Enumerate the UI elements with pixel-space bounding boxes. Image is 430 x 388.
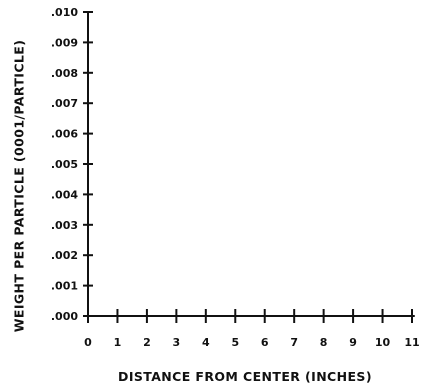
y-tick-label: .010 [51, 6, 78, 19]
x-tick-label: 0 [84, 336, 92, 349]
x-tick-label: 11 [404, 336, 419, 349]
y-tick-label: .007 [51, 97, 78, 110]
y-tick-label: .004 [51, 188, 78, 201]
y-tick-label: .006 [51, 128, 78, 141]
y-tick-label: .005 [51, 158, 78, 171]
x-axis-title: DISTANCE FROM CENTER (INCHES) [118, 369, 372, 384]
x-tick-label: 4 [202, 336, 210, 349]
y-tick-label: .000 [51, 310, 78, 323]
y-tick-label: .001 [51, 280, 78, 293]
x-tick-label: 2 [143, 336, 151, 349]
x-tick-label: 10 [375, 336, 391, 349]
x-tick-label: 8 [320, 336, 328, 349]
y-tick-label: .009 [51, 36, 78, 49]
x-tick-label: 3 [173, 336, 181, 349]
y-axis-title: WEIGHT PER PARTICLE (0001/PARTICLE) [12, 40, 27, 333]
x-tick-label: 1 [114, 336, 122, 349]
y-tick-label: .008 [51, 67, 78, 80]
x-axis-ticks: 0 1 2 3 4 5 6 7 8 9 10 11 [84, 309, 420, 349]
y-axis-ticks: .000 .001 .002 .003 .004 .005 .006 .007 .008 .009… [51, 6, 93, 323]
x-tick-label: 7 [290, 336, 298, 349]
x-tick-label: 6 [261, 336, 269, 349]
x-tick-label: 5 [231, 336, 239, 349]
x-tick-label: 9 [349, 336, 357, 349]
y-tick-label: .003 [51, 219, 78, 232]
y-tick-label: .002 [51, 249, 78, 262]
